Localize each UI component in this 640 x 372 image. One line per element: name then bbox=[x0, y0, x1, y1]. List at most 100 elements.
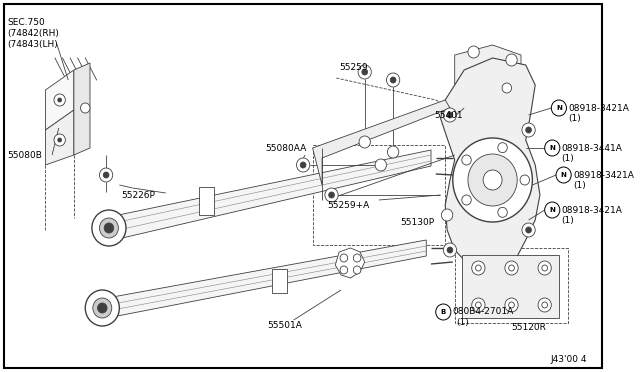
Text: 08918-3441A: 08918-3441A bbox=[562, 144, 623, 153]
Circle shape bbox=[462, 195, 471, 205]
Text: 55080B: 55080B bbox=[8, 151, 42, 160]
Polygon shape bbox=[272, 269, 287, 293]
Circle shape bbox=[362, 69, 367, 75]
Circle shape bbox=[444, 243, 456, 257]
Text: (74843(LH): (74843(LH) bbox=[8, 39, 58, 48]
Circle shape bbox=[509, 302, 515, 308]
Circle shape bbox=[85, 290, 119, 326]
Circle shape bbox=[542, 265, 547, 271]
Circle shape bbox=[442, 209, 452, 221]
Circle shape bbox=[472, 298, 485, 312]
Circle shape bbox=[506, 54, 517, 66]
Circle shape bbox=[498, 143, 508, 153]
Circle shape bbox=[54, 94, 65, 106]
Text: N: N bbox=[549, 145, 555, 151]
Circle shape bbox=[296, 158, 310, 172]
Polygon shape bbox=[199, 187, 214, 215]
Circle shape bbox=[387, 146, 399, 158]
Circle shape bbox=[97, 303, 107, 313]
Circle shape bbox=[551, 100, 566, 116]
Circle shape bbox=[444, 108, 456, 122]
Text: (1): (1) bbox=[562, 154, 575, 163]
Text: 080B4-2701A: 080B4-2701A bbox=[452, 308, 514, 317]
Circle shape bbox=[103, 172, 109, 178]
Polygon shape bbox=[312, 100, 450, 185]
Bar bbox=[312, 145, 445, 245]
Text: 08918-3421A: 08918-3421A bbox=[568, 103, 629, 112]
Text: 55259: 55259 bbox=[339, 62, 368, 71]
Circle shape bbox=[58, 98, 61, 102]
Text: 55130P: 55130P bbox=[401, 218, 435, 227]
Text: 08918-3421A: 08918-3421A bbox=[573, 170, 634, 180]
Circle shape bbox=[375, 159, 387, 171]
Circle shape bbox=[340, 266, 348, 274]
Circle shape bbox=[462, 155, 471, 165]
Circle shape bbox=[325, 188, 338, 202]
Circle shape bbox=[387, 73, 400, 87]
Polygon shape bbox=[114, 150, 431, 240]
Circle shape bbox=[472, 261, 485, 275]
Circle shape bbox=[452, 138, 532, 222]
Circle shape bbox=[476, 302, 481, 308]
Circle shape bbox=[81, 103, 90, 113]
Circle shape bbox=[340, 254, 348, 262]
Circle shape bbox=[505, 261, 518, 275]
Text: B: B bbox=[441, 309, 446, 315]
Circle shape bbox=[468, 46, 479, 58]
Circle shape bbox=[436, 304, 451, 320]
Circle shape bbox=[525, 227, 531, 233]
Circle shape bbox=[522, 123, 535, 137]
Circle shape bbox=[520, 175, 529, 185]
Circle shape bbox=[359, 136, 371, 148]
Text: 55080AA: 55080AA bbox=[265, 144, 307, 153]
Circle shape bbox=[556, 167, 572, 183]
Circle shape bbox=[353, 254, 361, 262]
Polygon shape bbox=[462, 255, 559, 318]
Circle shape bbox=[329, 192, 334, 198]
Circle shape bbox=[476, 265, 481, 271]
Circle shape bbox=[92, 210, 126, 246]
Text: N: N bbox=[549, 207, 555, 213]
Circle shape bbox=[447, 112, 452, 118]
Text: N: N bbox=[556, 105, 562, 111]
Circle shape bbox=[542, 302, 547, 308]
Circle shape bbox=[447, 247, 452, 253]
Text: (1): (1) bbox=[562, 215, 575, 224]
Text: 55120R: 55120R bbox=[511, 324, 547, 333]
Text: N: N bbox=[561, 172, 566, 178]
Circle shape bbox=[54, 134, 65, 146]
Circle shape bbox=[498, 207, 508, 217]
Polygon shape bbox=[45, 70, 74, 130]
Circle shape bbox=[300, 162, 306, 168]
Circle shape bbox=[99, 218, 118, 238]
Circle shape bbox=[505, 298, 518, 312]
Circle shape bbox=[58, 138, 61, 142]
Circle shape bbox=[353, 266, 361, 274]
Circle shape bbox=[99, 168, 113, 182]
Circle shape bbox=[104, 223, 114, 233]
Text: (74842(RH): (74842(RH) bbox=[8, 29, 60, 38]
Circle shape bbox=[538, 261, 551, 275]
Text: 55226P: 55226P bbox=[121, 190, 155, 199]
Text: (1): (1) bbox=[573, 180, 586, 189]
Circle shape bbox=[502, 83, 511, 93]
Circle shape bbox=[93, 298, 112, 318]
Text: J43'00 4: J43'00 4 bbox=[551, 356, 588, 365]
Text: 55259+A: 55259+A bbox=[327, 201, 369, 209]
Polygon shape bbox=[440, 58, 540, 272]
Text: 55501A: 55501A bbox=[267, 321, 302, 330]
Polygon shape bbox=[74, 63, 90, 155]
Circle shape bbox=[358, 65, 371, 79]
Text: SEC.750: SEC.750 bbox=[8, 17, 45, 26]
Circle shape bbox=[545, 140, 560, 156]
Circle shape bbox=[390, 77, 396, 83]
Polygon shape bbox=[335, 248, 365, 278]
Text: (1): (1) bbox=[456, 318, 469, 327]
Circle shape bbox=[509, 265, 515, 271]
Polygon shape bbox=[454, 45, 521, 98]
Circle shape bbox=[483, 170, 502, 190]
Text: 55401: 55401 bbox=[434, 110, 463, 119]
Circle shape bbox=[522, 223, 535, 237]
Polygon shape bbox=[107, 240, 426, 318]
Text: 08918-3421A: 08918-3421A bbox=[562, 205, 623, 215]
